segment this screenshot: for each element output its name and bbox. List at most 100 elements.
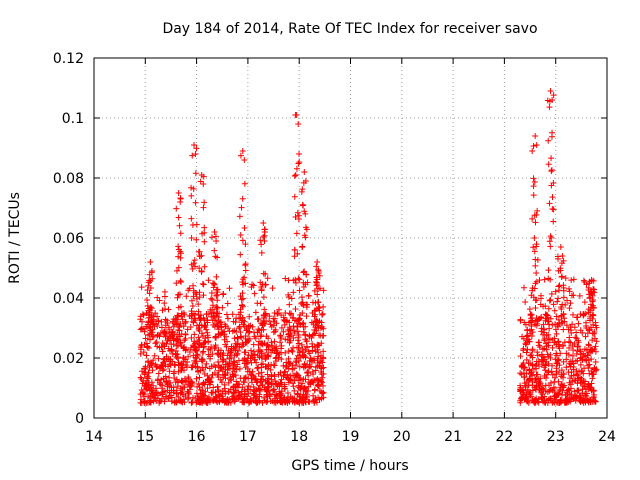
data-point [202,388,209,395]
data-point [549,321,556,328]
data-point [533,211,540,218]
data-point [314,318,321,325]
data-point [541,364,548,371]
data-point [280,314,287,321]
data-point [144,286,151,293]
data-point [182,318,189,325]
data-point [175,243,182,250]
data-point [151,352,158,359]
data-point [548,167,555,174]
data-point [243,339,250,346]
data-point [544,351,551,358]
data-point [262,270,269,277]
data-point [190,282,197,289]
data-point [555,357,562,364]
data-point [298,341,305,348]
data-point [207,378,214,385]
data-point [264,371,271,378]
data-point [296,363,303,370]
data-point [200,181,207,187]
data-point [519,394,526,401]
data-point [550,92,557,99]
data-point [315,305,322,312]
data-point [186,348,193,355]
data-point [141,370,148,377]
data-point [248,359,255,366]
data-point [226,285,233,292]
data-point [200,281,207,288]
data-point [189,152,196,159]
data-point [589,304,596,311]
data-point [548,368,555,375]
data-point [265,387,272,394]
data-point [179,386,186,393]
data-point [161,388,168,395]
data-point [589,346,596,353]
data-point [174,267,181,274]
data-point [522,341,529,348]
data-point [234,334,241,341]
data-point [299,243,306,250]
data-point [543,343,550,350]
data-point [592,343,599,350]
data-point [300,391,307,398]
data-point [208,295,215,302]
data-point [193,390,200,397]
data-point [262,356,269,363]
data-point [290,372,297,379]
data-point [563,364,570,371]
data-point [243,393,250,400]
data-point [278,399,285,406]
data-point [551,307,558,314]
data-point [237,329,244,336]
data-point [549,344,556,351]
data-point [533,320,540,327]
data-point [284,336,291,343]
data-point [257,333,264,340]
data-point [320,287,327,294]
data-point [318,371,325,378]
data-point [144,297,151,304]
data-point [294,328,301,335]
data-point [303,301,310,308]
data-point [285,348,292,355]
data-point [518,371,525,378]
data-point [208,389,215,396]
data-point [581,299,588,306]
data-point [527,360,534,367]
data-point [236,365,243,372]
data-point [277,332,284,339]
data-point [319,332,326,339]
data-point [581,397,588,404]
data-point [198,267,205,274]
data-point [213,292,220,299]
data-point [535,376,542,383]
data-point [200,292,207,299]
data-point [241,274,248,281]
data-point [239,290,246,297]
data-point [305,372,312,379]
data-point [209,351,216,358]
data-point [265,361,272,368]
data-points [137,88,600,406]
data-point [215,398,222,405]
data-point [560,282,567,289]
x-tick-label: 23 [547,429,565,445]
data-point [204,385,211,392]
data-point [269,285,276,292]
data-point [150,382,157,389]
data-point [236,213,243,220]
data-point [574,357,581,364]
data-point [306,357,313,364]
data-point [264,380,271,387]
y-tick-label: 0 [75,411,84,427]
data-point [149,321,156,328]
data-point [194,383,201,390]
data-point [565,369,572,376]
data-point [224,315,231,322]
data-point [197,315,204,322]
data-point [301,232,308,239]
data-point [217,332,224,339]
data-point [237,232,244,239]
data-point [534,371,541,378]
